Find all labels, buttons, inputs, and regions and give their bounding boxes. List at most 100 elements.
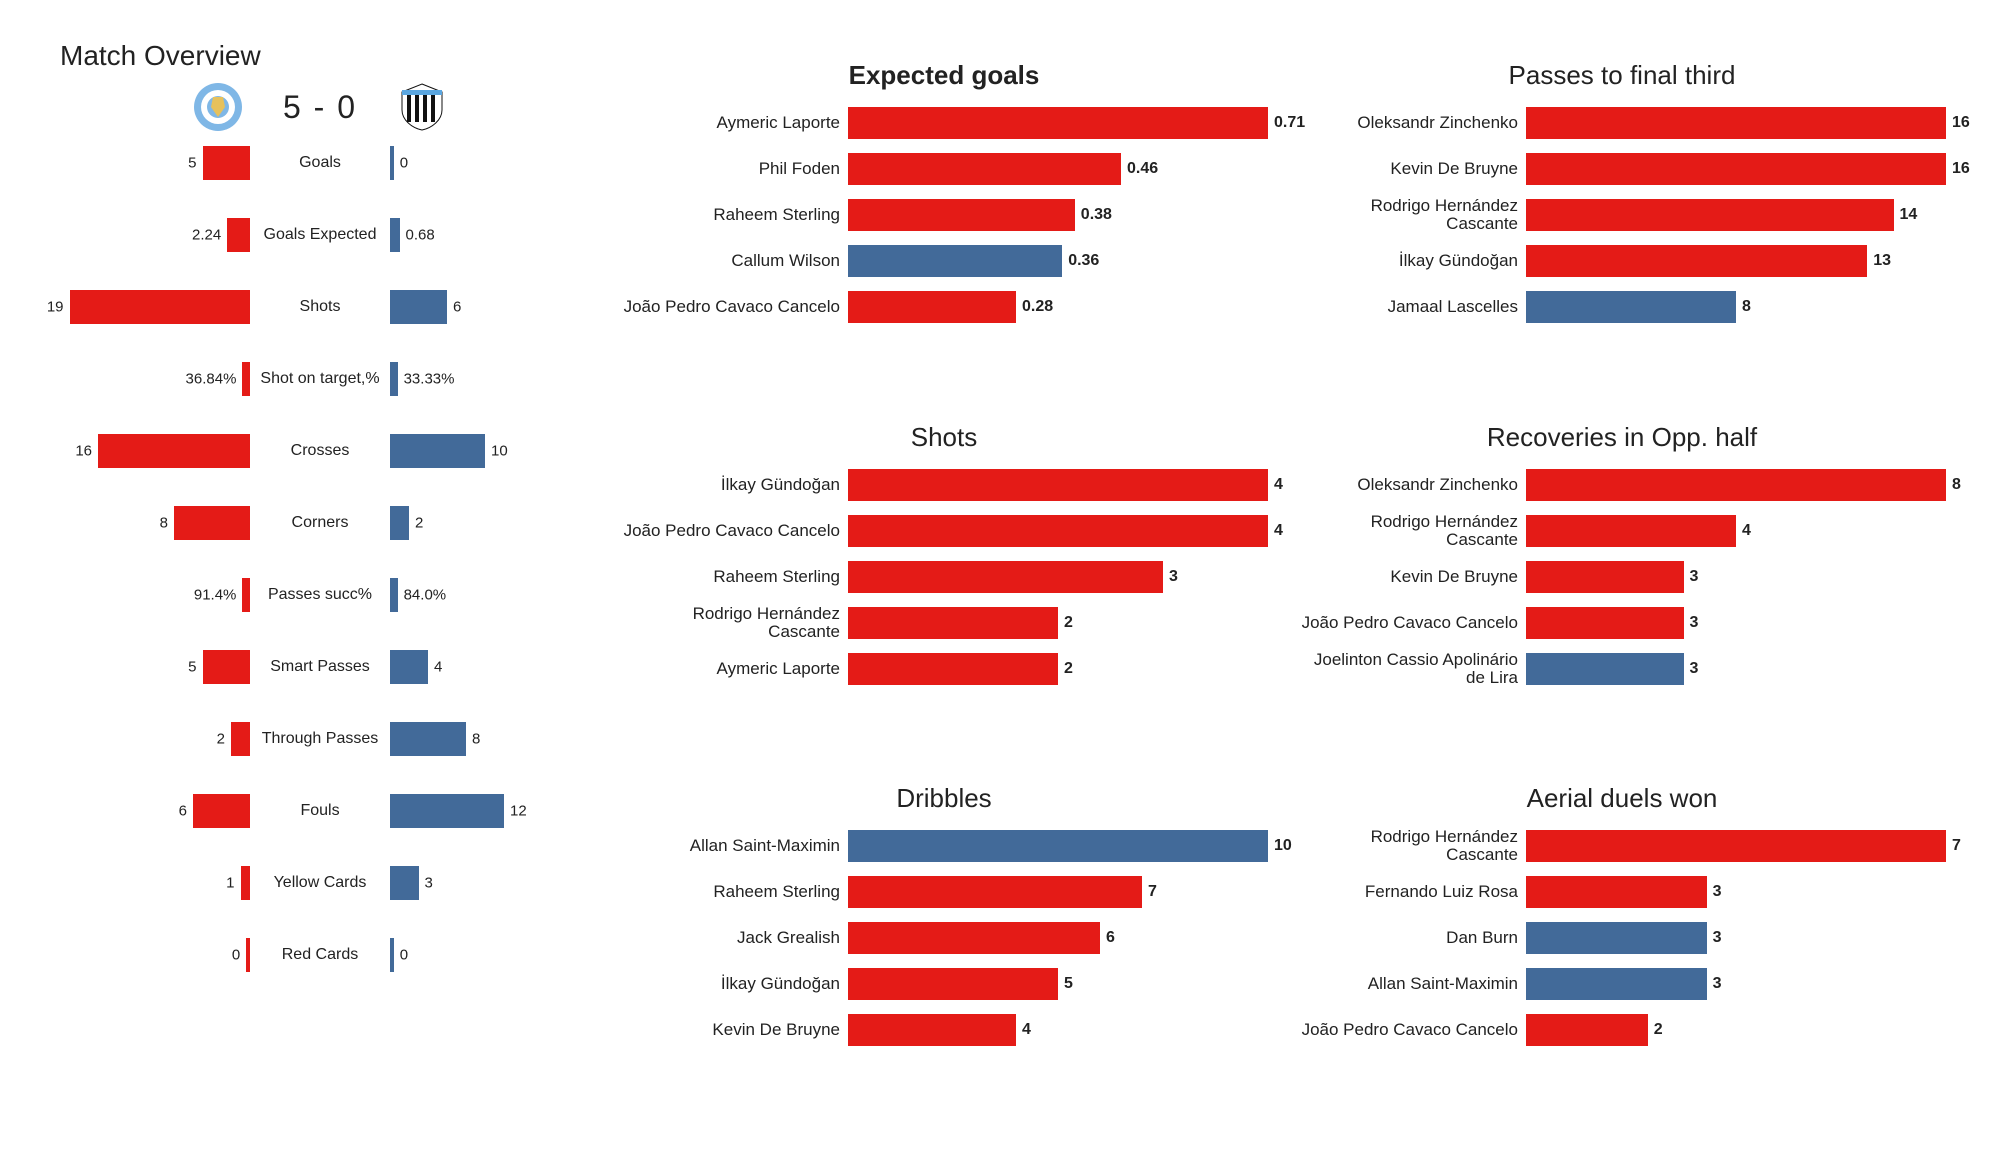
chart-row-value: 14 xyxy=(1894,206,1918,224)
chart-row-value: 3 xyxy=(1163,568,1178,586)
chart-row-bar-wrap: 10 xyxy=(848,830,1268,862)
stat-away-value: 6 xyxy=(453,299,461,316)
chart-row-bar-wrap: 3 xyxy=(1526,968,1946,1000)
chart-row: Rodrigo Hernández Cascante14 xyxy=(1298,199,1946,231)
overview-title: Match Overview xyxy=(60,40,580,72)
stat-label: Shots xyxy=(250,298,390,316)
chart-row-value: 7 xyxy=(1142,883,1157,901)
stat-home-bar xyxy=(193,794,250,828)
chart-row-bar xyxy=(1526,922,1707,954)
chart-row-bar-wrap: 2 xyxy=(848,607,1268,639)
chart-row-bar xyxy=(1526,107,1946,139)
stat-home-side: 36.84% xyxy=(60,362,250,396)
chart-row-value: 0.36 xyxy=(1062,252,1099,270)
stat-home-side: 19 xyxy=(60,290,250,324)
chart-row-bar xyxy=(1526,561,1684,593)
chart-row-bar-wrap: 16 xyxy=(1526,107,1946,139)
chart-row-label: Rodrigo Hernández Cascante xyxy=(620,605,848,641)
chart: Shots İlkay Gündoğan4 João Pedro Cavaco Ca… xyxy=(620,422,1268,774)
chart-row-label: Rodrigo Hernández Cascante xyxy=(1298,828,1526,864)
chart-title: Expected goals xyxy=(620,60,1268,91)
stat-away-side: 33.33% xyxy=(390,362,580,396)
stat-away-side: 2 xyxy=(390,506,580,540)
stat-home-bar xyxy=(203,650,251,684)
chart-row-bar-wrap: 0.36 xyxy=(848,245,1268,277)
stat-home-value: 5 xyxy=(188,155,196,172)
chart-row: İlkay Gündoğan5 xyxy=(620,968,1268,1000)
stat-away-bar xyxy=(390,938,394,972)
chart-row-bar-wrap: 4 xyxy=(848,469,1268,501)
stat-row: 5Smart Passes4 xyxy=(60,650,580,684)
chart-title: Shots xyxy=(620,422,1268,453)
stat-row: 2Through Passes8 xyxy=(60,722,580,756)
chart-row-bar xyxy=(848,107,1268,139)
charts-grid: Expected goals Aymeric Laporte0.71Phil Fo… xyxy=(620,40,1946,1135)
chart-row-value: 2 xyxy=(1058,614,1073,632)
chart-rows: Aymeric Laporte0.71Phil Foden0.46Raheem … xyxy=(620,107,1268,412)
stat-home-value: 8 xyxy=(160,515,168,532)
stat-home-side: 5 xyxy=(60,650,250,684)
chart-row-label: Callum Wilson xyxy=(620,252,848,270)
stat-label: Goals Expected xyxy=(250,226,390,244)
stat-away-side: 3 xyxy=(390,866,580,900)
chart-row-bar xyxy=(1526,607,1684,639)
stat-row: 6Fouls12 xyxy=(60,794,580,828)
stat-home-value: 5 xyxy=(188,659,196,676)
chart-row-label: Kevin De Bruyne xyxy=(620,1021,848,1039)
chart-row: Rodrigo Hernández Cascante 2 xyxy=(620,607,1268,639)
chart-row-label: João Pedro Cavaco Cancelo xyxy=(620,298,848,316)
chart-row-bar xyxy=(848,876,1142,908)
stat-home-value: 1 xyxy=(226,875,234,892)
chart-row-value: 4 xyxy=(1268,476,1283,494)
chart-row-bar xyxy=(1526,245,1867,277)
stat-home-value: 36.84% xyxy=(186,371,237,388)
chart-row-bar-wrap: 7 xyxy=(1526,830,1946,862)
chart-row-value: 2 xyxy=(1648,1021,1663,1039)
chart-row-label: Aymeric Laporte xyxy=(620,114,848,132)
chart-row-value: 8 xyxy=(1946,476,1961,494)
chart-row-label: İlkay Gündoğan xyxy=(620,476,848,494)
score-row: 5 - 0 xyxy=(60,82,580,132)
chart-row-value: 6 xyxy=(1100,929,1115,947)
away-crest-icon xyxy=(397,82,447,132)
stat-home-bar xyxy=(231,722,250,756)
chart-title: Aerial duels won xyxy=(1298,783,1946,814)
chart-row: João Pedro Cavaco Cancelo4 xyxy=(620,515,1268,547)
chart-title: Recoveries in Opp. half xyxy=(1298,422,1946,453)
home-crest-icon xyxy=(193,82,243,132)
chart-row-value: 3 xyxy=(1707,975,1722,993)
stat-away-bar xyxy=(390,146,394,180)
stat-row: 36.84%Shot on target,%33.33% xyxy=(60,362,580,396)
chart-row-label: İlkay Gündoğan xyxy=(620,975,848,993)
chart-row-bar-wrap: 16 xyxy=(1526,153,1946,185)
stat-away-side: 84.0% xyxy=(390,578,580,612)
chart-row-bar xyxy=(1526,199,1894,231)
stat-home-value: 2 xyxy=(217,731,225,748)
stat-label: Crosses xyxy=(250,442,390,460)
chart: DribblesAllan Saint-Maximin10Raheem Ster… xyxy=(620,783,1268,1135)
chart-row-bar-wrap: 3 xyxy=(1526,922,1946,954)
stat-away-side: 0.68 xyxy=(390,218,580,252)
stat-home-bar xyxy=(98,434,250,468)
chart-row-bar-wrap: 3 xyxy=(848,561,1268,593)
chart-row-bar-wrap: 4 xyxy=(1526,515,1946,547)
stat-label: Corners xyxy=(250,514,390,532)
chart-row-value: 0.46 xyxy=(1121,160,1158,178)
chart-row-value: 0.71 xyxy=(1268,114,1305,132)
stat-home-value: 0 xyxy=(232,947,240,964)
stat-away-bar xyxy=(390,794,504,828)
chart-row-label: Kevin De Bruyne xyxy=(1298,568,1526,586)
stat-away-side: 0 xyxy=(390,146,580,180)
chart-row-label: Rodrigo Hernández Cascante xyxy=(1298,513,1526,549)
stat-away-value: 4 xyxy=(434,659,442,676)
chart-row-bar-wrap: 7 xyxy=(848,876,1268,908)
stat-away-value: 0 xyxy=(400,947,408,964)
chart-row-bar-wrap: 4 xyxy=(848,1014,1268,1046)
stat-away-side: 6 xyxy=(390,290,580,324)
stat-away-value: 12 xyxy=(510,803,527,820)
chart-row-bar-wrap: 0.46 xyxy=(848,153,1268,185)
chart-row-bar xyxy=(848,561,1163,593)
chart-row: Aymeric Laporte2 xyxy=(620,653,1268,685)
stat-away-bar xyxy=(390,506,409,540)
chart-row-bar-wrap: 0.28 xyxy=(848,291,1268,323)
